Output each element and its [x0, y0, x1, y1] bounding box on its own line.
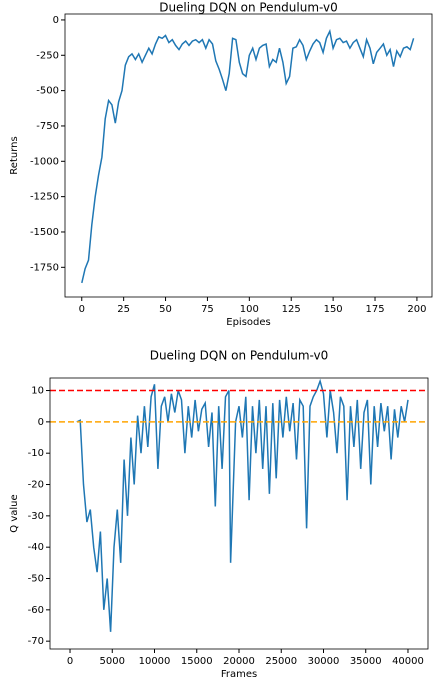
y-tick-label: -10	[28, 448, 44, 459]
y-tick-label: -250	[36, 50, 59, 61]
y-tick-label: -60	[28, 605, 44, 616]
x-tick-label: 25	[117, 304, 130, 315]
x-tick-label: 100	[240, 304, 259, 315]
plot-frame	[49, 377, 429, 650]
y-tick-label: -1750	[30, 262, 59, 273]
y-tick-label: -30	[28, 511, 44, 522]
y-tick-label: -70	[28, 636, 44, 647]
x-tick-label: 125	[282, 304, 301, 315]
x-axis-label: Episodes	[226, 317, 270, 328]
x-tick-label: 5000	[100, 656, 125, 667]
x-tick-label: 200	[407, 304, 426, 315]
x-tick-label: 50	[159, 304, 172, 315]
y-tick-label: -500	[36, 86, 59, 97]
y-tick-label: -1500	[30, 227, 59, 238]
line-series	[76, 378, 409, 632]
x-tick-label: 0	[79, 304, 85, 315]
y-tick-label: -50	[28, 574, 44, 585]
x-tick-label: 175	[365, 304, 384, 315]
y-tick-label: 0	[38, 417, 44, 428]
chart-title: Dueling DQN on Pendulum-v0	[159, 1, 338, 15]
line-series	[81, 28, 415, 284]
x-tick-label: 10000	[139, 656, 171, 667]
x-tick-label: 20000	[223, 656, 255, 667]
y-tick-label: -1250	[30, 192, 59, 203]
y-axis-label: Returns	[9, 136, 20, 174]
x-tick-label: 150	[324, 304, 343, 315]
plot-frame	[64, 13, 433, 298]
x-axis-label: Frames	[221, 669, 257, 680]
y-tick-label: -20	[28, 480, 44, 491]
x-tick-label: 0	[67, 656, 73, 667]
x-tick-label: 40000	[392, 656, 424, 667]
x-tick-label: 35000	[350, 656, 382, 667]
y-tick-label: -1000	[30, 156, 59, 167]
y-tick-label: 10	[31, 386, 44, 397]
x-tick-label: 75	[201, 304, 214, 315]
y-tick-label: -40	[28, 542, 44, 553]
x-tick-label: 25000	[265, 656, 297, 667]
x-tick-label: 30000	[308, 656, 340, 667]
y-tick-label: 0	[53, 15, 59, 26]
chart-title: Dueling DQN on Pendulum-v0	[150, 349, 329, 363]
y-tick-label: -750	[36, 121, 59, 132]
y-axis-label: Q value	[9, 494, 20, 532]
x-tick-label: 15000	[181, 656, 213, 667]
